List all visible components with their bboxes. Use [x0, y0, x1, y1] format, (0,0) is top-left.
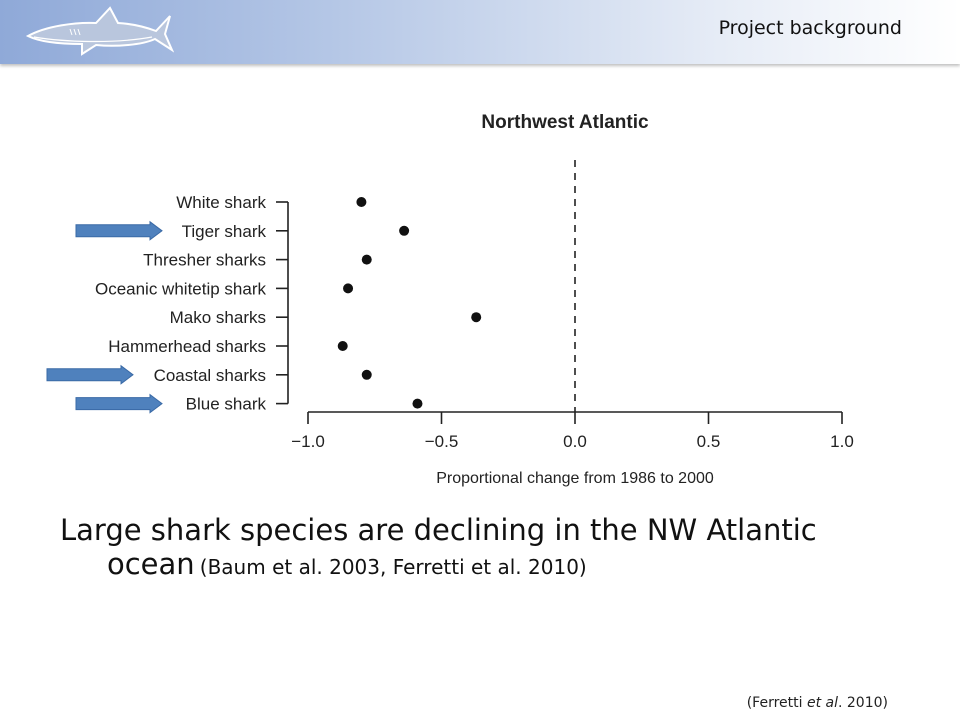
- x-axis-label: Proportional change from 1986 to 2000: [436, 470, 714, 487]
- y-tick-label-white-shark: White shark: [176, 193, 266, 212]
- y-tick-label-oceanic-whitetip-shark: Oceanic whitetip shark: [95, 279, 267, 298]
- data-point-thresher-sharks: [361, 254, 372, 265]
- data-point-mako-sharks: [471, 312, 482, 323]
- x-axis: −1.0 −0.5 0.0 0.5 1.0: [291, 160, 854, 451]
- chart-title: Northwest Atlantic: [481, 112, 649, 133]
- highlight-arrow-coastal-sharks: [46, 364, 134, 385]
- data-point-tiger-shark: [399, 225, 410, 236]
- y-tick-label-tiger-shark: Tiger shark: [182, 222, 267, 241]
- source-italic: et al: [806, 695, 838, 711]
- caption-line-2-main: ocean: [107, 547, 195, 581]
- y-tick-label-coastal-sharks: Coastal sharks: [154, 366, 266, 385]
- y-tick-label-thresher-sharks: Thresher sharks: [143, 251, 266, 270]
- x-tick-label: 0.5: [697, 432, 721, 451]
- data-point-white-shark: [356, 197, 367, 207]
- highlight-arrow-blue-shark: [75, 393, 163, 414]
- y-tick-label-blue-shark: Blue shark: [186, 395, 267, 414]
- header-title: Project background: [718, 17, 902, 39]
- source-prefix: (Ferretti: [746, 695, 807, 711]
- data-point-blue-shark: [412, 398, 423, 409]
- x-tick-label: 0.0: [563, 432, 587, 451]
- header-bar: Project background: [0, 0, 960, 64]
- highlight-arrows: [46, 220, 163, 414]
- caption-reference: (Baum et al. 2003, Ferretti et al. 2010): [199, 555, 587, 579]
- highlight-arrow-tiger-shark: [75, 220, 163, 241]
- data-points: [337, 197, 482, 409]
- y-axis: White shark Tiger shark Thresher sharks Oce…: [95, 193, 289, 414]
- caption: Large shark species are declining in the…: [60, 513, 920, 581]
- chart: Northwest Atlantic White shark Tiger shar…: [46, 112, 854, 487]
- data-point-hammerhead-sharks: [337, 341, 348, 351]
- shark-logo-icon: [25, 6, 174, 56]
- x-tick-label: −0.5: [425, 432, 459, 451]
- caption-line-1: Large shark species are declining in the…: [60, 513, 817, 547]
- source-suffix: . 2010): [838, 695, 888, 711]
- y-tick-label-mako-sharks: Mako sharks: [170, 308, 266, 327]
- source-citation: (Ferretti et al. 2010): [747, 695, 888, 711]
- y-tick-label-hammerhead-sharks: Hammerhead sharks: [108, 337, 266, 356]
- x-tick-label: 1.0: [830, 432, 854, 451]
- x-tick-label: −1.0: [291, 432, 325, 451]
- data-point-oceanic-whitetip-shark: [343, 283, 354, 294]
- caption-line-2: ocean (Baum et al. 2003, Ferretti et al.…: [60, 547, 920, 581]
- data-point-coastal-sharks: [361, 369, 372, 380]
